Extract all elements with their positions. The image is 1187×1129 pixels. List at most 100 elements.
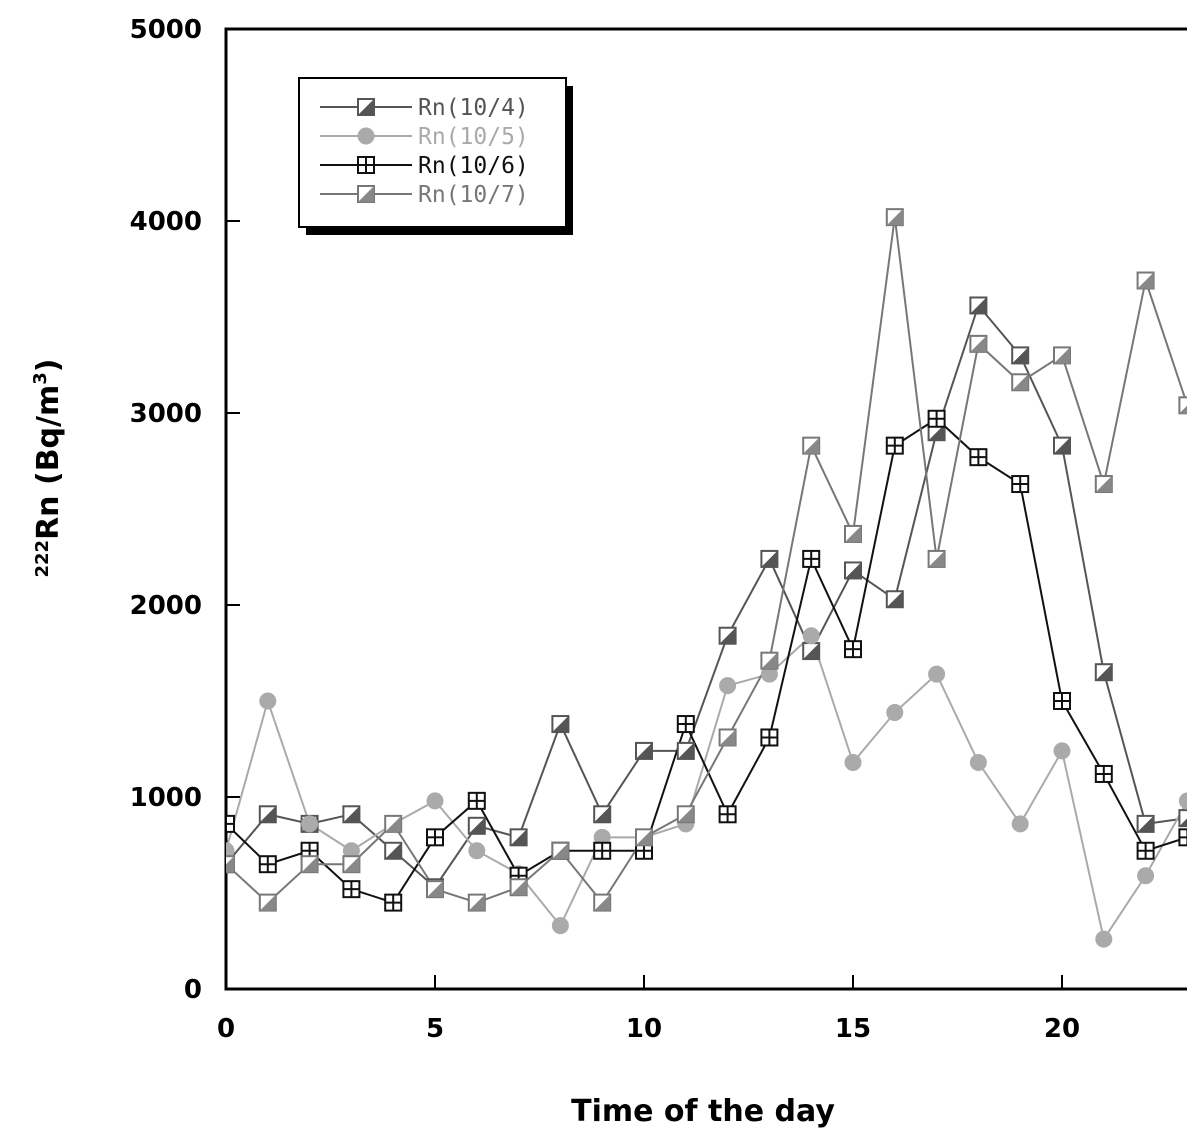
y-axis-ticks: 0 1000 2000 3000 4000 5000 [130,15,240,1005]
data-point [718,728,737,747]
legend: Rn(10/4) Rn(10/5) Rn(10/6) Rn(10/7) [298,77,573,235]
data-point [1178,396,1187,415]
y-axis-title-close: ) [31,359,66,373]
legend-items: Rn(10/4) Rn(10/5) Rn(10/6) Rn(10/7) [320,95,529,208]
series-layer [226,208,1187,948]
data-point [1094,764,1113,783]
data-point [844,753,862,771]
series-line [226,633,1187,942]
data-point [342,805,361,824]
data-point [384,893,403,912]
legend-item: Rn(10/5) [320,124,529,150]
data-point [1178,809,1187,828]
legend-marker [357,98,375,116]
data-point [676,715,695,734]
legend-item: Rn(10/7) [320,182,529,208]
data-point [802,549,821,568]
data-point [844,640,862,659]
data-point [635,741,653,760]
data-point [1178,792,1187,810]
series-markers [226,208,1187,912]
y-axis-title: 222Rn (Bq/m3) [30,359,66,578]
legend-item: Rn(10/4) [320,95,529,121]
data-point [426,880,444,899]
data-point [676,805,695,824]
data-point [1095,930,1113,948]
data-point [509,828,528,847]
data-point [593,893,612,912]
data-point [301,815,319,833]
y-tick-label: 4000 [130,207,202,237]
x-tick-label: 0 [217,1014,235,1044]
data-point [226,855,235,874]
data-point [718,626,737,645]
data-point [551,841,570,860]
data-point [719,677,737,695]
data-point [551,917,569,935]
series-markers [226,409,1187,912]
data-point [844,524,862,543]
data-point [467,791,486,810]
data-point [802,642,821,661]
legend-box [298,77,567,228]
data-point [886,704,904,722]
data-point [1053,742,1071,760]
data-point [1178,828,1187,847]
x-tick-label: 20 [1044,1014,1080,1044]
data-point [760,728,779,747]
legend-marker [357,185,375,203]
y-tick-label: 5000 [130,15,202,45]
y-axis-title-main: Rn (Bq/m [31,385,66,540]
data-point [885,208,904,227]
x-axis-title: Time of the day [571,1094,835,1129]
data-point [468,842,486,860]
x-tick-label: 5 [426,1014,444,1044]
legend-label: Rn(10/5) [418,124,529,150]
data-point [927,409,946,428]
data-point [676,741,695,760]
data-point [927,549,946,568]
y-tick-label: 1000 [130,783,202,813]
y-axis-title-isotope: 222 [32,540,53,578]
plot-frame [224,27,1187,991]
data-point [1011,815,1029,833]
data-point [551,715,570,734]
x-axis-ticks: 0 5 10 15 20 [217,975,1080,1044]
y-tick-label: 3000 [130,399,202,429]
x-tick-label: 15 [835,1014,871,1044]
data-point [885,590,904,609]
data-point [384,841,403,860]
data-point [1136,841,1155,860]
data-point [760,651,779,670]
data-point [844,561,862,580]
data-point [259,692,277,710]
data-point [1137,867,1155,885]
data-point [593,841,612,860]
data-point [384,814,403,833]
data-point [1011,373,1030,392]
data-point [969,753,987,771]
data-point [342,880,361,899]
data-point [300,855,319,874]
data-point [718,805,737,824]
legend-label: Rn(10/7) [418,182,529,208]
data-point [635,841,653,860]
data-point [802,436,821,455]
data-point [1053,692,1071,710]
data-point [258,893,277,912]
data-point [426,792,444,810]
data-point [426,828,444,847]
data-point [1136,814,1155,833]
data-point [258,855,277,874]
legend-marker [357,127,375,145]
data-point [1094,663,1113,682]
y-axis-title-unit-exp: 3 [30,372,51,385]
legend-marker [357,156,375,174]
data-point [1053,436,1071,455]
data-point [885,436,904,455]
legend-label: Rn(10/4) [418,95,529,121]
data-point [760,549,779,568]
series-line [226,217,1187,905]
legend-label: Rn(10/6) [418,153,529,179]
